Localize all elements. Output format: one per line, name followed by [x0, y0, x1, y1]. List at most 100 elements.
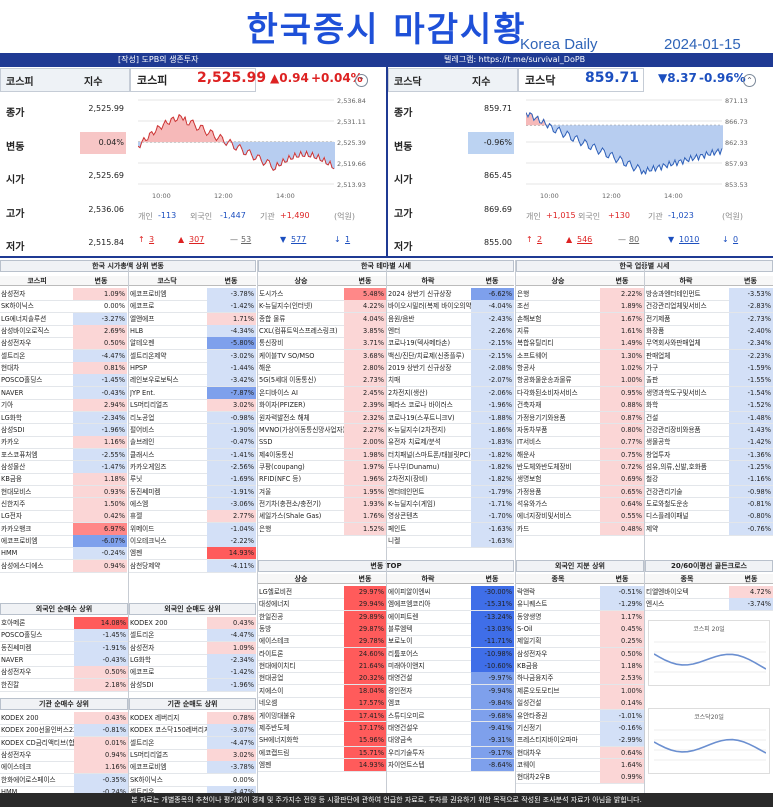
theme-down-row[interactable]: K-뉴딜지수(게임) -1.71% — [387, 497, 514, 510]
sector-up-row[interactable]: 소프트웨어 1.30% — [516, 349, 644, 362]
theme-up-row[interactable]: 전기차(충전소/충전기) 1.93% — [258, 497, 386, 510]
kosdaq-collapse-icon[interactable]: ⌃ — [743, 74, 756, 87]
sector-down-row[interactable]: 생명과학도구및서비스 -1.54% — [645, 386, 773, 399]
sector-down-row[interactable]: 판매업체 -2.23% — [645, 349, 773, 362]
inst-buy-row[interactable]: 삼성전자우 0.94% — [0, 749, 128, 762]
cap-right-row[interactable]: 알테오젠 -5.80% — [129, 337, 256, 350]
cap-right-row[interactable]: LS머티리얼즈 3.02% — [129, 399, 256, 412]
top-up-row[interactable]: 에이스테크 29.78% — [258, 635, 386, 648]
cap-left-row[interactable]: KB금융 1.18% — [0, 473, 127, 486]
cap-left-row[interactable]: LG전자 0.42% — [0, 510, 127, 523]
sector-down-row[interactable]: 제약 -0.76% — [645, 522, 773, 535]
theme-up-row[interactable]: SSD 2.00% — [258, 436, 386, 449]
foreign-own-row[interactable]: 동양생명 1.17% — [516, 610, 644, 623]
theme-down-row[interactable]: 2024 상반기 신규상장 -6.62% — [387, 288, 514, 300]
sector-down-row[interactable]: 건설 -1.48% — [645, 411, 773, 424]
cap-right-row[interactable]: HLB -4.34% — [129, 325, 256, 338]
cap-left-row[interactable]: NAVER -0.43% — [0, 386, 127, 399]
top-up-row[interactable]: 현대에이치티 21.64% — [258, 660, 386, 673]
inst-sell-row[interactable]: KODEX 코스닥150레버리지 -3.07% — [129, 724, 256, 737]
sector-up-row[interactable]: 가정용기기와용품 0.87% — [516, 411, 644, 424]
sector-up-row[interactable]: 항공화물운송과물류 1.00% — [516, 374, 644, 387]
top-down-row[interactable]: 미래아이앤지 -10.60% — [387, 660, 514, 673]
foreign-sell-row[interactable]: 삼성SDI -1.96% — [129, 678, 256, 691]
top-down-row[interactable]: 태영건설 -9.97% — [387, 672, 514, 685]
theme-down-row[interactable]: 백신/진단/치료제(신종플루) -2.15% — [387, 349, 514, 362]
theme-down-row[interactable]: 터치패널(스마트폰/태블릿PC) -1.82% — [387, 448, 514, 461]
top-up-row[interactable]: 대성에너지 29.94% — [258, 598, 386, 611]
top-down-row[interactable]: 엠코 -9.84% — [387, 697, 514, 710]
sector-up-row[interactable]: 건축자재 0.88% — [516, 399, 644, 412]
golden-cross-row[interactable]: 티엘엔바이오텍 4.72% — [645, 586, 773, 598]
cap-right-row[interactable]: 엠젠 14.93% — [129, 547, 256, 560]
theme-down-row[interactable]: 엔터테인먼트 -1.79% — [387, 485, 514, 498]
sector-down-row[interactable]: 출판 -1.55% — [645, 374, 773, 387]
theme-down-row[interactable]: 2차전지(장비) -1.82% — [387, 473, 514, 486]
top-up-row[interactable]: 한일진공 29.89% — [258, 610, 386, 623]
foreign-own-row[interactable]: 락앤락 -0.51% — [516, 586, 644, 598]
cap-right-row[interactable]: 리노공업 -0.98% — [129, 411, 256, 424]
top-down-row[interactable]: 스튜디오미르 -9.68% — [387, 709, 514, 722]
top-up-row[interactable]: 동방 29.87% — [258, 623, 386, 636]
sector-down-row[interactable]: 가구 -1.59% — [645, 362, 773, 375]
theme-up-row[interactable]: 은행 1.52% — [258, 522, 386, 535]
theme-up-row[interactable]: CXL(컴퓨트익스프레스링크) 3.85% — [258, 325, 386, 338]
theme-up-row[interactable]: 케이블TV SO/MSO 3.68% — [258, 349, 386, 362]
top-down-row[interactable]: 엠에프엠코리아 -15.31% — [387, 598, 514, 611]
cap-left-row[interactable]: SK하이닉스 0.00% — [0, 300, 127, 312]
cap-right-row[interactable]: 펄어비스 -1.90% — [129, 423, 256, 436]
top-up-row[interactable]: 지에스이 18.04% — [258, 684, 386, 697]
foreign-own-row[interactable]: 일성건설 0.14% — [516, 697, 644, 710]
top-up-row[interactable]: SH에너지화학 15.96% — [258, 734, 386, 747]
theme-up-row[interactable]: 겨울 1.95% — [258, 485, 386, 498]
sector-up-row[interactable]: 자동차부품 0.80% — [516, 423, 644, 436]
cap-left-row[interactable]: 삼성에스디에스 0.94% — [0, 559, 127, 572]
foreign-own-row[interactable]: 유니퀘스트 -1.29% — [516, 598, 644, 611]
cap-left-row[interactable]: 삼성물산 -1.47% — [0, 460, 127, 473]
cap-left-row[interactable]: HMM -0.24% — [0, 547, 127, 560]
sector-up-row[interactable]: 다각화된소비자서비스 0.95% — [516, 386, 644, 399]
cap-left-row[interactable]: 현대모비스 0.93% — [0, 485, 127, 498]
sector-down-row[interactable]: 화장품 -2.40% — [645, 325, 773, 338]
cap-right-row[interactable]: 셀트리온제약 -3.02% — [129, 349, 256, 362]
sector-up-row[interactable]: 조선 1.89% — [516, 300, 644, 313]
sector-up-row[interactable]: 복합유틸리티 1.49% — [516, 337, 644, 350]
foreign-buy-row[interactable]: 호아메론 14.08% — [0, 617, 128, 629]
kospi-collapse-icon[interactable]: ⌃ — [355, 74, 368, 87]
telegram-link[interactable]: 텔레그램: https://t.me/survival_DoPB — [444, 55, 586, 64]
cap-left-row[interactable]: POSCO홀딩스 -1.45% — [0, 374, 127, 387]
cap-right-row[interactable]: 카카오게임즈 -2.56% — [129, 460, 256, 473]
foreign-own-row[interactable]: 코웨이 1.64% — [516, 758, 644, 771]
inst-buy-row[interactable]: KODEX 200 0.43% — [0, 712, 128, 724]
top-down-row[interactable]: 보로노이 -11.71% — [387, 635, 514, 648]
cap-left-row[interactable]: 신한지주 1.50% — [0, 497, 127, 510]
cap-left-row[interactable]: 기아 2.94% — [0, 399, 127, 412]
inst-sell-row[interactable]: LS머티리얼즈 3.02% — [129, 749, 256, 762]
theme-up-row[interactable]: 해운 2.80% — [258, 362, 386, 375]
foreign-sell-row[interactable]: LG화학 -2.34% — [129, 654, 256, 667]
sector-down-row[interactable]: 전기제품 -2.73% — [645, 312, 773, 325]
inst-buy-row[interactable]: 한화에어로스페이스 -0.35% — [0, 773, 128, 786]
sector-up-row[interactable]: 반도체와반도체장비 0.72% — [516, 460, 644, 473]
inst-sell-row[interactable]: 에코프로비엠 -3.78% — [129, 761, 256, 774]
foreign-own-row[interactable]: KB금융 1.18% — [516, 660, 644, 673]
sector-up-row[interactable]: 가정용품 0.65% — [516, 485, 644, 498]
cap-right-row[interactable]: 동진쎄미켐 -1.91% — [129, 485, 256, 498]
theme-down-row[interactable]: 코로나19(스푸트니크V) -1.88% — [387, 411, 514, 424]
cap-left-row[interactable]: 포스코퓨처엠 -2.55% — [0, 448, 127, 461]
sector-up-row[interactable]: 은행 2.22% — [516, 288, 644, 300]
theme-up-row[interactable]: 도시가스 5.48% — [258, 288, 386, 300]
sector-up-row[interactable]: 지류 1.61% — [516, 325, 644, 338]
top-down-row[interactable]: 태영건설우 -9.41% — [387, 721, 514, 734]
theme-down-row[interactable]: 코로나19(덱사메타손) -2.15% — [387, 337, 514, 350]
sector-up-row[interactable]: 석유와가스 0.64% — [516, 497, 644, 510]
theme-up-row[interactable]: RFID(NFC 등) 1.96% — [258, 473, 386, 486]
top-down-row[interactable]: 경인전자 -9.94% — [387, 684, 514, 697]
foreign-sell-row[interactable]: 셀트리온 -4.47% — [129, 629, 256, 642]
cap-right-row[interactable]: 위메이드 -1.04% — [129, 522, 256, 535]
cap-right-row[interactable]: 에코프로비엠 -3.78% — [129, 288, 256, 300]
cap-right-row[interactable]: 휴젤 2.77% — [129, 510, 256, 523]
theme-up-row[interactable]: 화이자(PFIZER) 2.39% — [258, 399, 386, 412]
top-down-row[interactable]: 에이피알이엔씨 -30.00% — [387, 586, 514, 598]
top-down-row[interactable]: 우리기술투자 -9.17% — [387, 746, 514, 759]
